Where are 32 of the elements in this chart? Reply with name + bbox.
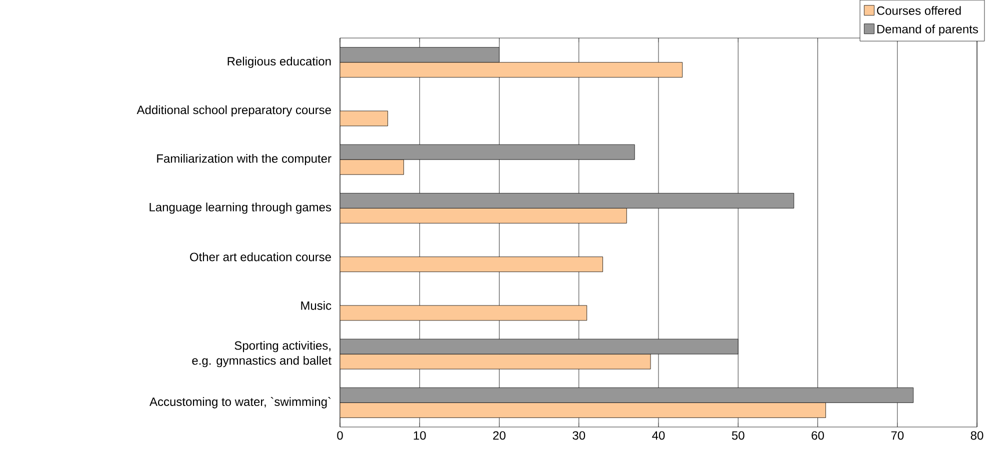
x-tick-label: 80 bbox=[970, 431, 984, 440]
x-tick-label: 50 bbox=[732, 431, 744, 440]
y-tick-label: Sporting activities, e.g. gymnastics and ballet bbox=[192, 340, 332, 368]
y-tick-label: Other art education course bbox=[190, 252, 331, 262]
bar bbox=[340, 62, 683, 78]
bar bbox=[340, 305, 588, 321]
y-tick-label: Language learning through games bbox=[150, 202, 332, 214]
x-tick-label: 0 bbox=[337, 431, 343, 440]
bar bbox=[340, 110, 388, 126]
y-tick-label: Accustoming to water, `swimming` bbox=[150, 397, 331, 408]
y-tick-label: Religious education bbox=[228, 56, 331, 68]
y-tick-label: Additional school preparatory course bbox=[136, 105, 331, 117]
y-tick-label: Familiarization with the computer bbox=[157, 154, 332, 166]
bar bbox=[340, 354, 651, 370]
bar bbox=[340, 208, 627, 224]
x-tick-label: 30 bbox=[572, 431, 586, 440]
x-tick-label: 60 bbox=[812, 431, 824, 440]
y-tick-label: Music bbox=[301, 301, 332, 310]
legend-label: Courses offered bbox=[876, 6, 961, 15]
bar bbox=[340, 192, 794, 208]
x-tick-label: 40 bbox=[652, 431, 665, 440]
x-tick-label: 20 bbox=[493, 431, 506, 440]
legend-label: Demand of parents bbox=[877, 24, 978, 36]
x-tick-label: 10 bbox=[414, 431, 426, 440]
bar bbox=[340, 402, 826, 418]
x-tick-label: 70 bbox=[891, 431, 904, 440]
bar bbox=[340, 387, 914, 403]
bar bbox=[340, 144, 635, 160]
bar bbox=[340, 256, 603, 272]
bar bbox=[340, 159, 404, 175]
bar bbox=[340, 47, 500, 63]
bar bbox=[340, 338, 738, 354]
